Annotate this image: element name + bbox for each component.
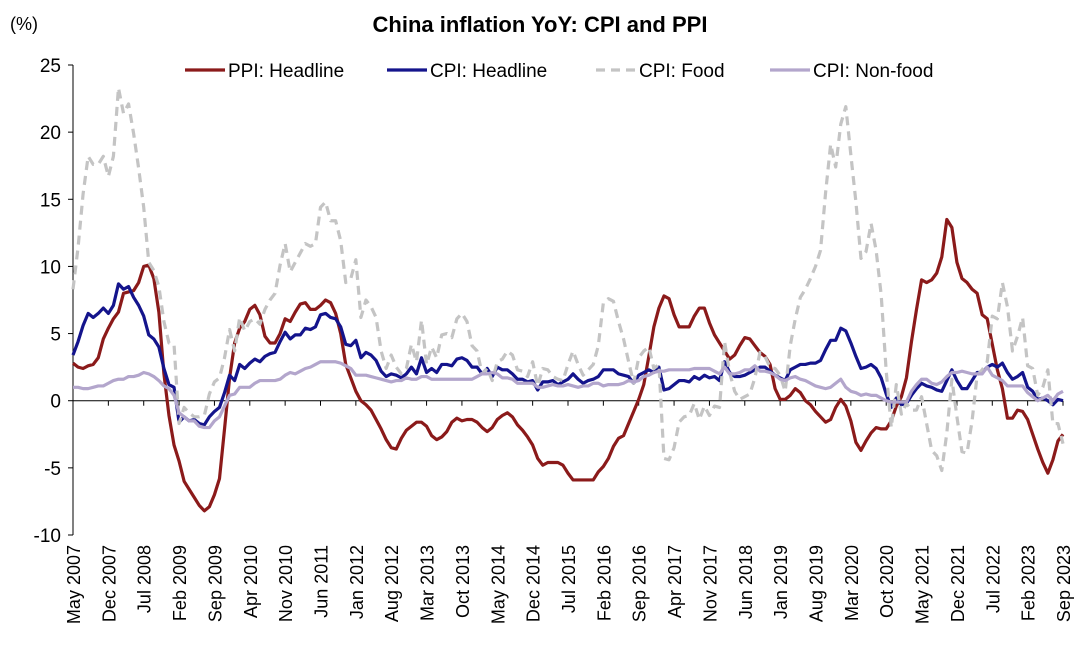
x-tick-label: Jan 2019 xyxy=(771,545,791,619)
x-tick-label: May 2021 xyxy=(913,545,933,624)
x-tick-label: Sep 2023 xyxy=(1054,545,1074,622)
x-tick-label: Mar 2013 xyxy=(418,545,438,621)
x-tick-label: Dec 2014 xyxy=(524,545,544,622)
y-tick-label: 20 xyxy=(40,123,61,144)
y-axis-label: (%) xyxy=(10,14,38,34)
x-tick-label: Sep 2016 xyxy=(630,545,650,622)
y-tick-label: 25 xyxy=(40,56,61,77)
x-tick-label: Dec 2007 xyxy=(99,545,119,622)
x-tick-label: Jan 2012 xyxy=(347,545,367,619)
legend-label: CPI: Food xyxy=(639,61,725,82)
series-line xyxy=(73,360,1064,430)
x-tick-label: May 2014 xyxy=(488,545,508,624)
x-tick-label: Dec 2021 xyxy=(948,545,968,622)
x-tick-label: Oct 2013 xyxy=(453,545,473,618)
x-tick-label: Apr 2017 xyxy=(665,545,685,618)
x-tick-label: Mar 2020 xyxy=(842,545,862,621)
legend-label: PPI: Headline xyxy=(228,61,344,82)
x-tick-label: Feb 2009 xyxy=(170,545,190,621)
y-tick-label: 5 xyxy=(50,325,61,346)
x-tick-label: Jul 2022 xyxy=(983,545,1003,613)
x-tick-label: May 2007 xyxy=(64,545,84,624)
y-tick-label: 15 xyxy=(40,190,61,211)
x-tick-label: Nov 2010 xyxy=(276,545,296,622)
y-tick-label: -5 xyxy=(44,459,61,480)
legend-label: CPI: Headline xyxy=(430,61,547,82)
y-tick-label: -10 xyxy=(34,526,61,547)
x-tick-label: Sep 2009 xyxy=(205,545,225,622)
x-tick-label: Jun 2011 xyxy=(312,545,332,618)
chart-title: China inflation YoY: CPI and PPI xyxy=(373,12,708,37)
y-tick-label: 0 xyxy=(50,392,61,413)
x-tick-label: Jul 2008 xyxy=(135,545,155,613)
x-tick-label: Nov 2017 xyxy=(700,545,720,622)
x-tick-label: Apr 2010 xyxy=(241,545,261,618)
y-tick-label: 10 xyxy=(40,257,61,278)
legend-label: CPI: Non-food xyxy=(813,61,933,82)
x-tick-label: Jul 2015 xyxy=(559,545,579,613)
x-tick-label: Oct 2020 xyxy=(877,545,897,618)
series-line xyxy=(71,86,1065,473)
x-tick-label: Feb 2016 xyxy=(594,545,614,621)
x-tick-label: Feb 2023 xyxy=(1019,545,1039,621)
x-tick-label: Aug 2019 xyxy=(807,545,827,622)
x-tick-label: Jun 2018 xyxy=(736,545,756,619)
x-tick-label: Aug 2012 xyxy=(382,545,402,622)
